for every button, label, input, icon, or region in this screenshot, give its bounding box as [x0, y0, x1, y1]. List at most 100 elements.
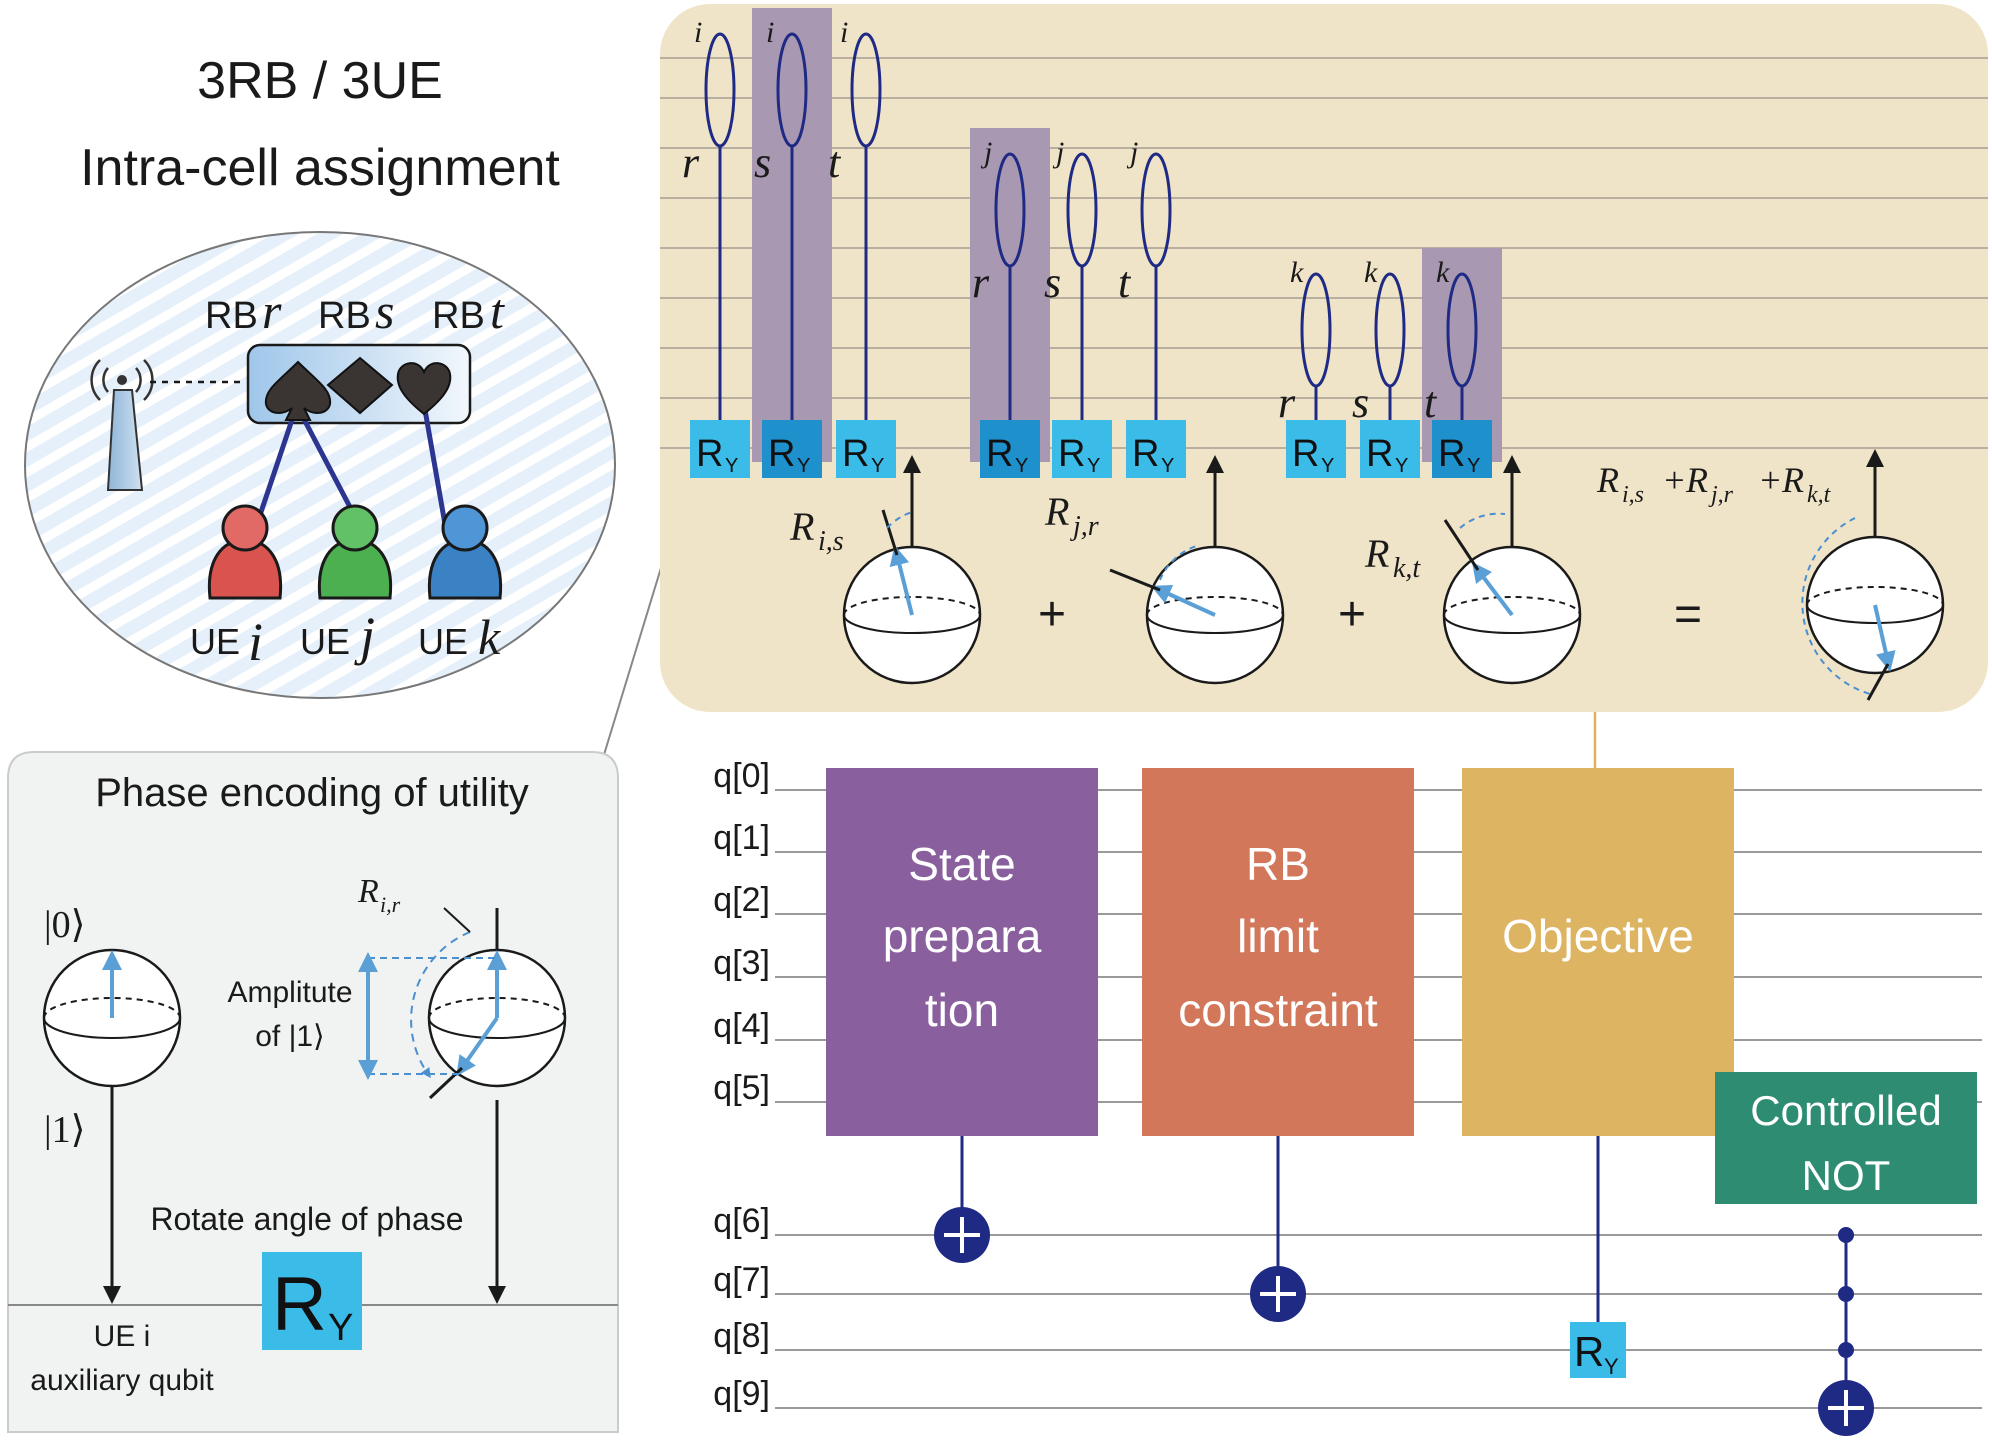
- ry-gate-subscript: Y: [725, 455, 738, 477]
- sum-term-3: R k,t: [1364, 531, 1421, 584]
- svg-text:j,r: j,r: [1708, 482, 1734, 508]
- figure-title: 3RB / 3UE Intra-cell assignment: [80, 52, 560, 197]
- qubit-label: q[6]: [713, 1202, 770, 1240]
- circuit-block-1: RB limit constraint: [1142, 768, 1414, 1322]
- circuit-block-2: Objective R Y: [1462, 768, 1734, 1379]
- coupling-rb-label: s: [1352, 378, 1369, 427]
- ry-gate: [836, 420, 896, 478]
- angle-label-ir: R i,r: [357, 873, 401, 917]
- svg-text:UE: UE: [300, 621, 350, 662]
- qubit-label: q[1]: [713, 819, 770, 857]
- svg-text:R: R: [357, 873, 379, 910]
- ry-gate: [1286, 420, 1346, 478]
- svg-text:RB: RB: [432, 295, 485, 337]
- title-line-1: 3RB / 3UE: [197, 52, 443, 110]
- ry-gate-subscript: Y: [1467, 455, 1480, 477]
- coupling-ue-label: j: [1052, 136, 1064, 169]
- qubit-label: q[0]: [713, 757, 770, 795]
- block-label-line: RB: [1246, 838, 1310, 890]
- coupling-rb-label: t: [1118, 258, 1132, 307]
- sum-sphere-1: [842, 455, 982, 685]
- svg-text:Y: Y: [328, 1307, 353, 1349]
- ry-gate-label: R: [768, 433, 795, 475]
- coupling-i-s: i s R Y: [752, 8, 832, 478]
- ry-gate-label: R: [1132, 433, 1159, 475]
- coupling-ue-label: k: [1436, 256, 1450, 289]
- coupling-ue-label: j: [980, 136, 992, 169]
- user-k-icon: [427, 504, 503, 600]
- ry-gate-label: R: [696, 433, 723, 475]
- circuit-block-3: Controlled NOT: [1715, 1072, 1977, 1436]
- svg-text:R: R: [1596, 460, 1619, 500]
- title-line-2: Intra-cell assignment: [80, 139, 560, 197]
- block-rect: [826, 768, 1098, 1136]
- link-r-i: [252, 401, 301, 531]
- sum-sphere-2: [1109, 455, 1285, 685]
- ry-gate-subscript: Y: [797, 455, 810, 477]
- coupling-ue-label: i: [766, 16, 774, 49]
- user-j-icon: [317, 504, 393, 600]
- block-label-line: prepara: [883, 910, 1042, 962]
- coupling-j-r: j r R Y: [970, 128, 1050, 478]
- control-dot: [1838, 1342, 1854, 1358]
- coupling-rb-label: s: [754, 138, 771, 187]
- svg-text:s: s: [375, 283, 394, 339]
- qubit-label: q[8]: [713, 1317, 770, 1355]
- ry-gate: [690, 420, 750, 478]
- qubit-label: q[3]: [713, 944, 770, 982]
- block-label-line: limit: [1237, 910, 1319, 962]
- circuit-block-0: State prepara tion: [826, 768, 1098, 1263]
- control-dot: [1838, 1286, 1854, 1302]
- bloch-sphere-initial: [42, 948, 182, 1088]
- aux-label-line1: UE i: [94, 1320, 151, 1353]
- block-label-line: State: [908, 838, 1015, 890]
- svg-text:t: t: [490, 283, 505, 339]
- svg-text:RB: RB: [318, 295, 371, 337]
- ket1-label: |1⟩: [44, 1109, 85, 1151]
- coupling-rb-label: r: [682, 138, 700, 187]
- ry-gate: [980, 420, 1040, 478]
- svg-text:j: j: [354, 606, 375, 666]
- block-rect: [1715, 1072, 1977, 1204]
- svg-text:R: R: [272, 1262, 327, 1347]
- ry-target-gate: [1570, 1322, 1626, 1378]
- ry-gate-label: R: [842, 433, 869, 475]
- svg-text:i,s: i,s: [818, 526, 844, 557]
- phase-encoding-panel: Phase encoding of utility |0⟩ |1⟩ R i,r: [7, 751, 619, 1433]
- diamond-icon: [326, 356, 394, 415]
- qubit-label: q[2]: [713, 881, 770, 919]
- amplitude-label-line1: Amplitute: [227, 976, 352, 1009]
- ry-gate-subscript: Y: [1321, 455, 1334, 477]
- coupling-rb-label: t: [1424, 378, 1438, 427]
- svg-text:R: R: [789, 504, 814, 549]
- ry-gate-label: R: [1058, 433, 1085, 475]
- heart-icon: [396, 362, 452, 416]
- amplitude-label-line2: of |1⟩: [255, 1020, 325, 1053]
- svg-text:RB: RB: [205, 295, 258, 337]
- equals-sign: =: [1674, 588, 1702, 641]
- ry-gate-large: R Y: [262, 1252, 362, 1350]
- block-label-line: NOT: [1802, 1152, 1891, 1199]
- coupling-i-t: i t R Y: [828, 16, 896, 478]
- ry-gate-subscript: Y: [1161, 455, 1174, 477]
- ry-target-label: R: [1574, 1328, 1604, 1375]
- coupling-ue-label: i: [694, 16, 702, 49]
- ry-gate: [1126, 420, 1186, 478]
- qubit-label: q[9]: [713, 1375, 770, 1413]
- sum-term-total: R i,s + R j,r + R k,t: [1596, 460, 1832, 508]
- svg-text:j,r: j,r: [1070, 511, 1099, 542]
- coupling-i-r: i r R Y: [682, 16, 750, 478]
- ket0-label: |0⟩: [44, 904, 85, 946]
- ry-target-subscript: Y: [1604, 1354, 1619, 1379]
- coupling-k-r: k rR Y: [1278, 256, 1346, 478]
- sum-sphere-3: [1442, 455, 1582, 685]
- coupling-ue-label: k: [1290, 256, 1304, 289]
- rb-label-s: RB s: [318, 283, 394, 339]
- ry-gate: [1432, 420, 1492, 478]
- ry-gate-label: R: [986, 433, 1013, 475]
- svg-text:k: k: [478, 609, 501, 665]
- qubit-label: q[7]: [713, 1261, 770, 1299]
- ry-gate-label: R: [1366, 433, 1393, 475]
